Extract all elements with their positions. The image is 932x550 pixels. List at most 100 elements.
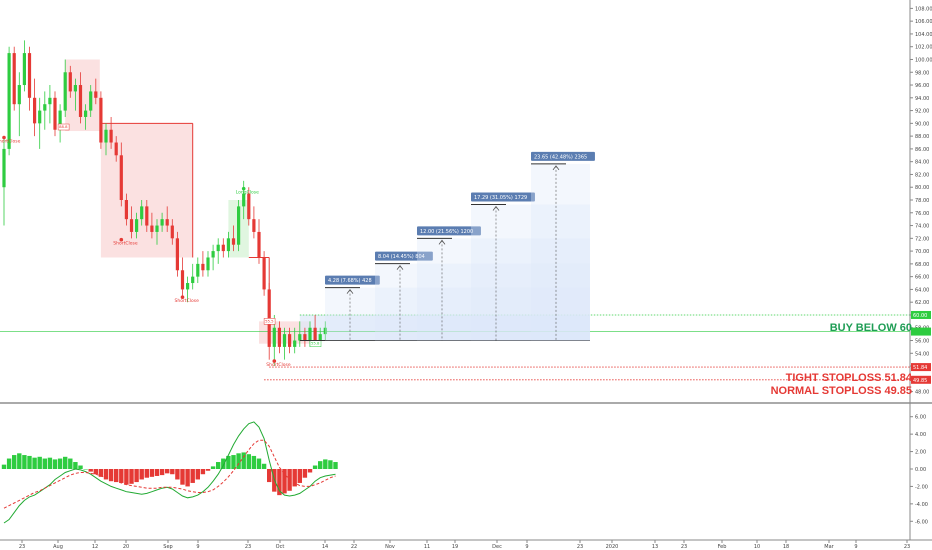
box-marker xyxy=(263,318,276,325)
macd-histogram-bar xyxy=(333,462,338,469)
candle-body xyxy=(155,225,159,232)
price-axis: 108.00 106.00 104.00 102.00 100.00 98.00 96.00… xyxy=(909,0,932,540)
candle-body xyxy=(247,193,251,220)
candle-body xyxy=(186,283,190,290)
macd-tick-label: 6.00 xyxy=(915,415,926,421)
candle-body xyxy=(180,270,185,290)
macd-histogram-bar xyxy=(318,461,323,469)
candle-body xyxy=(94,91,98,98)
price-tick-label: 94.00 xyxy=(915,96,929,102)
price-tick-label: 96.00 xyxy=(915,83,929,89)
price-tick-label: 82.00 xyxy=(915,172,929,178)
macd-histogram-bar xyxy=(144,469,149,478)
target-levels: 4.28 (7.68%) 428 8.04 (14.45%) 804 12.00 (… xyxy=(299,151,595,342)
macd-histogram-bar xyxy=(231,455,236,469)
target-zone xyxy=(531,163,590,341)
macd-histogram-bar xyxy=(292,469,297,487)
candle-body xyxy=(78,85,83,117)
macd-histogram-bar xyxy=(78,465,83,469)
candle-body xyxy=(165,219,169,226)
candle-body xyxy=(298,334,302,341)
macd-histogram-bar xyxy=(63,456,68,469)
macd-histogram-bar xyxy=(282,469,287,494)
macd-pane xyxy=(1,421,338,524)
candle-body xyxy=(63,72,67,111)
candle-body xyxy=(191,276,195,284)
time-tick-label: 19 xyxy=(452,544,458,550)
macd-histogram-bar xyxy=(297,469,302,483)
macd-histogram-bar xyxy=(261,463,267,469)
macd-histogram-bar xyxy=(12,455,17,469)
box-marker xyxy=(57,123,70,131)
macd-histogram-bar xyxy=(6,458,12,469)
macd-histogram-bar xyxy=(267,469,272,483)
macd-histogram-bar xyxy=(129,469,134,484)
signal-dot xyxy=(272,359,277,363)
macd-histogram-bar xyxy=(93,469,98,475)
target-label-bg xyxy=(471,192,535,202)
price-tick-label: 64.00 xyxy=(915,287,929,293)
signal-label: ShortClose xyxy=(175,298,200,304)
candle-body xyxy=(293,340,297,347)
price-tag xyxy=(911,310,931,319)
macd-histogram-bar xyxy=(226,455,231,469)
macd-tick-label: 2.00 xyxy=(915,450,926,456)
candle-body xyxy=(2,148,6,188)
signal-dot xyxy=(180,295,185,299)
target-zone xyxy=(375,263,590,341)
price-tick-label: 68.00 xyxy=(915,262,929,268)
time-axis: 23 Aug 12 20 Sep 9 23 Oct 14 22 Nov 11 19 Dec 9 23 2020 1… xyxy=(0,539,932,550)
time-tick-label: Feb xyxy=(718,544,727,550)
price-tick-label: 92.00 xyxy=(915,109,929,115)
candle-body xyxy=(84,110,88,117)
candle-body xyxy=(124,200,128,220)
signal-label: ShortClose xyxy=(266,362,291,368)
candle-body xyxy=(211,251,215,258)
macd-tick-label: 4.00 xyxy=(915,432,926,438)
candle-body xyxy=(27,53,32,98)
price-tick-label: 76.00 xyxy=(915,211,929,217)
candle-body xyxy=(226,238,230,252)
time-tick-label: Nov xyxy=(385,544,395,550)
macd-histogram-bar xyxy=(246,454,251,469)
candle-body xyxy=(282,334,287,347)
macd-histogram-bar xyxy=(210,466,216,469)
time-tick-label: 18 xyxy=(783,544,789,550)
macd-histogram-bar xyxy=(200,469,206,475)
candle-body xyxy=(135,219,139,232)
candle-body xyxy=(175,238,179,271)
signal-dot xyxy=(119,237,124,242)
time-tick-label: 9 xyxy=(196,544,199,550)
target-arrow-head xyxy=(552,165,560,171)
macd-histogram-bar xyxy=(216,462,221,469)
macd-tick-label: -6.00 xyxy=(915,519,928,525)
macd-histogram-bar xyxy=(27,455,32,469)
macd-histogram-bar xyxy=(190,469,195,483)
price-tag xyxy=(911,375,931,384)
price-tick-label: 100.00 xyxy=(915,57,932,63)
macd-histogram-bar xyxy=(175,469,180,480)
time-tick-label: Sep xyxy=(163,544,172,550)
target-label-bg xyxy=(417,226,481,236)
current-price-tag xyxy=(911,327,931,336)
macd-histogram-bar xyxy=(22,455,27,469)
candle-body xyxy=(272,327,276,347)
candle-body xyxy=(114,142,118,156)
box-marker-label: 55.5 xyxy=(265,318,274,323)
macd-histogram-bar xyxy=(205,469,211,471)
macd-histogram-bar xyxy=(154,469,160,476)
time-tick-label: 23 xyxy=(904,544,910,550)
candle-body xyxy=(43,104,47,111)
time-tick-label: 23 xyxy=(245,544,251,550)
candle-body xyxy=(308,327,312,341)
candle-body xyxy=(104,129,108,143)
price-tick-label: 56.00 xyxy=(915,339,929,345)
macd-histogram-bar xyxy=(312,465,318,469)
box-marker-label: 55.8 xyxy=(311,341,320,346)
macd-histogram-bar xyxy=(185,469,190,487)
price-tag-label: 51.84 xyxy=(913,365,927,371)
price-tick-label: 70.00 xyxy=(915,249,929,255)
price-tag-label: 60.00 xyxy=(913,313,927,319)
macd-histogram-bar xyxy=(221,458,226,469)
